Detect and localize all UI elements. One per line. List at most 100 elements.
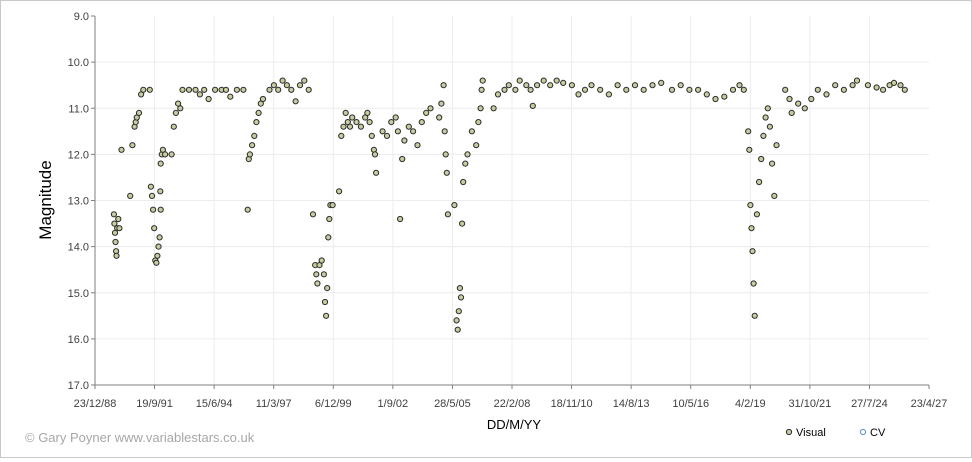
- visual-data-point: [371, 151, 379, 158]
- visual-data-point: [853, 77, 861, 84]
- visual-data-point: [129, 142, 136, 149]
- visual-data-point: [246, 151, 253, 158]
- visual-data-point: [336, 188, 343, 195]
- visual-data-point: [766, 123, 774, 130]
- visual-data-point: [364, 109, 371, 117]
- visual-data-point: [151, 225, 158, 232]
- visual-data-point: [840, 86, 848, 93]
- visual-data-point: [703, 91, 710, 98]
- visual-data-point: [153, 259, 160, 266]
- visual-data-point: [901, 86, 908, 93]
- x-tick-label: 15/6/94: [196, 398, 233, 410]
- visual-data-point: [479, 77, 486, 84]
- visual-data-point: [749, 248, 756, 255]
- visual-data-point: [168, 151, 175, 158]
- visual-data-point: [418, 119, 425, 126]
- y-tick-label: 13.0: [68, 196, 89, 208]
- visual-data-point: [410, 128, 417, 135]
- visual-data-point: [547, 82, 554, 89]
- visual-data-point: [338, 132, 345, 139]
- visual-data-point: [753, 211, 761, 218]
- visual-data-point: [527, 86, 534, 93]
- visual-data-point: [440, 82, 447, 89]
- visual-data-point: [773, 142, 780, 149]
- visual-data-point: [399, 155, 406, 163]
- visual-data-point: [205, 95, 212, 103]
- visual-data-point: [468, 128, 475, 135]
- visual-data-point: [801, 105, 808, 112]
- visual-data-point: [769, 160, 776, 167]
- y-tick-label: 12.0: [68, 149, 89, 161]
- visual-data-point: [292, 98, 299, 105]
- visual-data-point: [623, 86, 630, 93]
- visual-data-point: [588, 82, 595, 89]
- visual-data-point: [490, 105, 497, 112]
- visual-data-point: [475, 119, 482, 126]
- y-axis-title: Magnitude: [36, 160, 55, 239]
- visual-data-point: [253, 119, 260, 126]
- visual-data-point: [745, 128, 752, 135]
- visual-data-point: [695, 86, 702, 93]
- visual-data-point: [460, 178, 467, 186]
- x-tick-label: 1/9/02: [378, 398, 409, 410]
- visual-data-point: [373, 169, 380, 176]
- visual-data-point: [185, 86, 193, 93]
- visual-data-point: [196, 91, 203, 98]
- x-tick-label: 10/5/16: [672, 398, 709, 410]
- visual-data-point: [156, 234, 163, 241]
- visual-data-point: [534, 82, 541, 89]
- visual-data-point: [155, 243, 162, 250]
- visual-data-point: [864, 82, 872, 89]
- visual-data-point: [658, 79, 665, 87]
- visual-data-point: [686, 86, 693, 93]
- x-tick-label: 23/4/27: [911, 398, 948, 410]
- data-points: [110, 77, 908, 333]
- visual-data-point: [115, 215, 122, 223]
- visual-data-point: [405, 123, 412, 130]
- visual-data-point: [113, 252, 120, 259]
- visual-data-point: [383, 132, 391, 139]
- visual-data-point: [423, 109, 430, 117]
- visual-data-point: [516, 77, 523, 84]
- visual-data-point: [788, 109, 795, 117]
- visual-data-point: [747, 202, 754, 209]
- visual-data-point: [581, 86, 589, 93]
- visual-data-point: [438, 100, 445, 107]
- visual-data-point: [110, 211, 118, 218]
- visual-data-point: [397, 215, 404, 223]
- visual-data-point: [712, 95, 719, 103]
- x-tick-label: 14/8/13: [613, 398, 650, 410]
- visual-data-point: [288, 86, 295, 93]
- x-tick-label: 11/3/97: [256, 398, 292, 410]
- visual-data-point: [329, 202, 336, 209]
- visual-data-point: [897, 82, 904, 89]
- visual-data-point: [832, 82, 839, 89]
- visual-data-point: [456, 285, 463, 292]
- visual-data-point: [342, 109, 349, 117]
- visual-data-point: [427, 105, 434, 112]
- visual-data-point: [325, 234, 332, 241]
- visual-data-point: [147, 183, 154, 190]
- visual-data-point: [251, 132, 258, 139]
- visual-data-point: [201, 86, 208, 93]
- visual-data-point: [179, 86, 186, 93]
- visual-data-point: [323, 312, 330, 319]
- visual-data-point: [529, 102, 536, 110]
- visual-data-point: [170, 123, 177, 130]
- visual-data-point: [111, 220, 118, 227]
- visual-data-point: [118, 146, 125, 153]
- visual-data-point: [494, 91, 502, 98]
- tick-labels: 9.0 10.0 11.0 12.0 13.0 14.0 15.0 16.0 17.0 23/12…: [68, 11, 948, 410]
- visual-data-point: [473, 142, 480, 149]
- visual-data-point: [259, 95, 267, 103]
- y-tick-label: 15.0: [68, 288, 89, 300]
- visual-data-point: [649, 82, 656, 89]
- visual-data-point: [157, 160, 164, 167]
- gridlines: [95, 16, 929, 385]
- visual-data-point: [146, 86, 153, 93]
- visual-data-point: [597, 86, 604, 93]
- visual-data-point: [154, 252, 161, 259]
- visual-data-point: [568, 82, 576, 89]
- visual-data-point: [505, 82, 512, 89]
